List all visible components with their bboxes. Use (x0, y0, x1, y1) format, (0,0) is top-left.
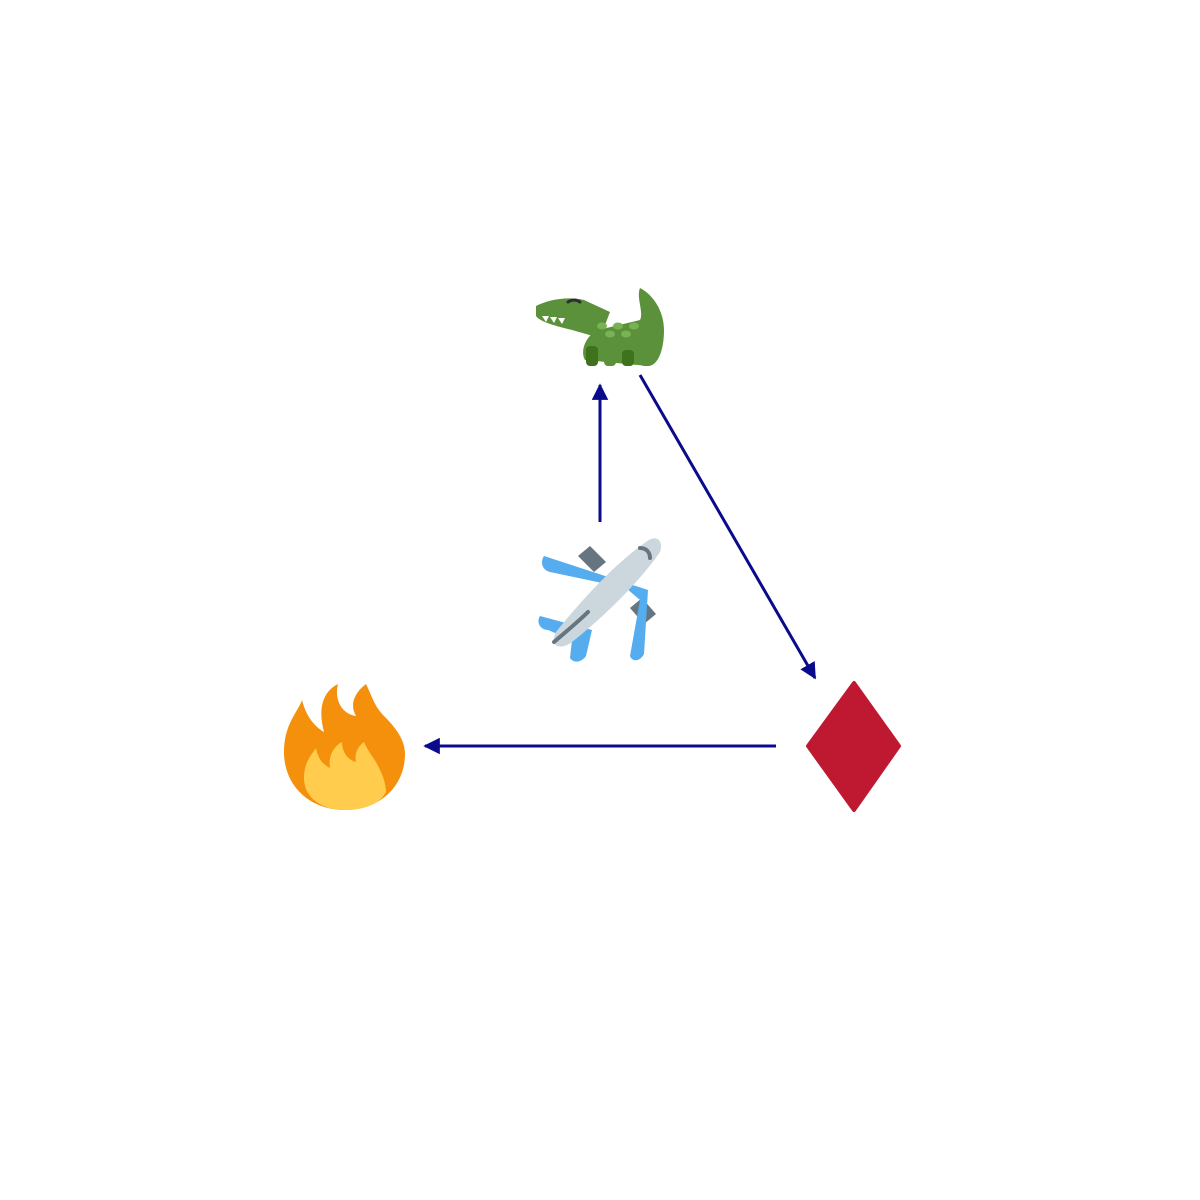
airplane-icon (538, 538, 662, 662)
edge-crocodile-to-diamond (638, 374, 817, 680)
red-diamond-icon (806, 681, 901, 812)
fire-icon (284, 684, 405, 810)
crocodile-icon (536, 288, 664, 366)
